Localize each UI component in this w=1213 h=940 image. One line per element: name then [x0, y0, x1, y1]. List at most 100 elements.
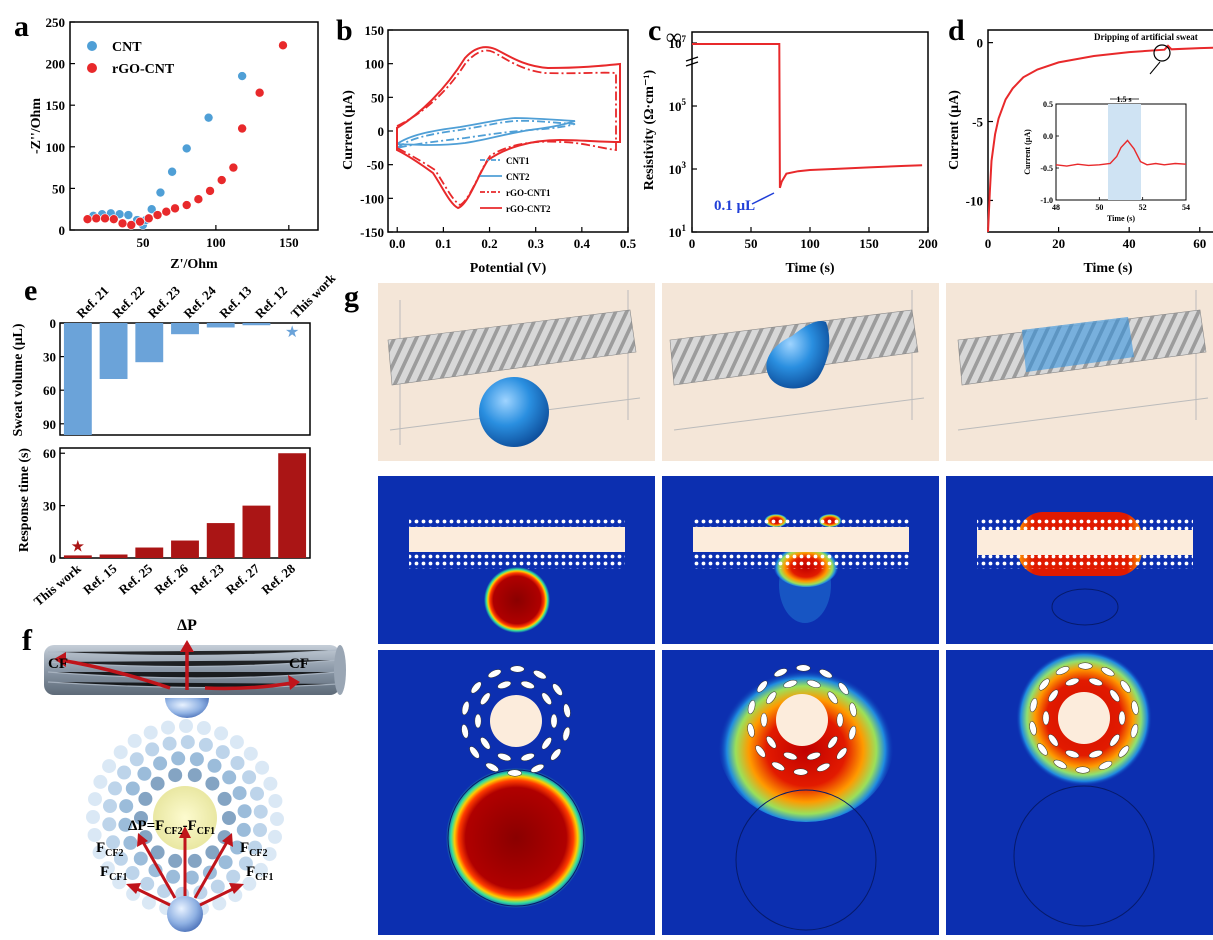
panel-b-ylabel: Current (µA)	[341, 90, 356, 170]
fiber-filament-dot	[162, 736, 177, 751]
y-tick-label: 100	[46, 140, 66, 155]
fiber-filament-ellipse	[1048, 689, 1059, 702]
bar-star-marker: ★	[71, 538, 85, 555]
fiber-filament-dot	[106, 835, 120, 850]
row-cross-step-2	[662, 650, 939, 935]
category-label: Ref. 27	[223, 560, 263, 597]
rgo-cnt-point	[82, 214, 93, 224]
force-label-cf2-right: FCF2	[240, 840, 268, 859]
x-tick-label: 0	[689, 236, 696, 251]
row-cross-step-1	[378, 650, 655, 935]
category-label: Ref. 24	[181, 283, 220, 322]
rgo-cnt-point	[126, 220, 137, 230]
fiber-filament-dot	[179, 719, 193, 733]
droplet-heat-cross	[446, 768, 586, 908]
legend-rgo-cnt-label: rGO-CNT	[112, 62, 175, 77]
fiber-filament-dot	[102, 817, 117, 832]
capillary-force-arrows	[54, 640, 300, 691]
panel-c-ylabel: Resistivity (Ω·cm⁻¹)	[642, 69, 657, 190]
droplet-cross-section	[167, 896, 203, 932]
rgo-cnt-point	[237, 123, 247, 134]
fiber-filament-ellipse	[806, 752, 821, 761]
fiber-filament-ellipse	[1055, 666, 1070, 675]
cnt-point	[167, 166, 177, 177]
x-tick-label: 0.5	[620, 236, 637, 251]
y-tick-label: 90	[43, 417, 56, 432]
fiber-filament-ellipse	[563, 703, 571, 718]
y-tick-label: 30	[43, 499, 56, 514]
sweat-volume-bar	[135, 323, 164, 363]
legend-cnt-label: CNT	[112, 40, 142, 55]
x-tick-label: 0.3	[528, 236, 545, 251]
droplet-on-fiber	[165, 698, 209, 718]
fiber-filament-ellipse	[806, 679, 821, 688]
category-label: Ref. 26	[151, 560, 191, 597]
y-tick-label: 150	[46, 98, 66, 113]
x-tick-label: 0.2	[481, 236, 497, 251]
fiber-filament-dot	[237, 804, 252, 819]
fiber-filament-ellipse	[469, 746, 480, 759]
fiber-filament-ellipse	[1118, 745, 1130, 758]
fiber-filament-dot	[150, 845, 165, 860]
fiber-filament-ellipse	[562, 726, 571, 741]
fiber-filament-dot	[86, 810, 100, 824]
fiber-filament-dot	[87, 828, 102, 842]
category-label: Ref. 21	[73, 283, 111, 321]
category-label: Ref. 28	[259, 560, 299, 597]
panel-g-label: g	[344, 280, 359, 313]
y-tick-label: 0	[378, 124, 385, 139]
panel-d-xlabel: Time (s)	[1083, 261, 1132, 276]
fiber-filament-dot	[215, 745, 230, 760]
fiber-core-cross	[1058, 692, 1110, 744]
fiber-filament-dot	[250, 786, 264, 801]
fiber-filament-ellipse	[550, 748, 562, 761]
fiber-filament-ellipse	[470, 681, 482, 694]
cv-cnt2-curve	[396, 117, 576, 146]
fiber-filament-dot	[118, 817, 133, 832]
panel-d-current-plot: d 0 20 40 60 0 -5 -10 Dripping of artificial s…	[947, 14, 1213, 276]
inset-x-tick-label: 50	[1095, 203, 1103, 212]
fiber-filament-ellipse	[507, 769, 522, 777]
fiber-filament-dot	[88, 792, 102, 807]
y-tick-label: 60	[43, 446, 56, 461]
y-tick-label: 0	[50, 551, 57, 566]
panel-e-label: e	[24, 274, 37, 307]
pressure-label: ΔP	[177, 617, 197, 634]
fiber-filament-ellipse	[520, 680, 535, 689]
fiber-filament-dot	[150, 776, 165, 791]
fiber-filament-ellipse	[755, 745, 766, 758]
fiber-filament-dot	[184, 870, 199, 885]
fiber-filament-ellipse	[747, 723, 755, 738]
panel-a-ylabel: -Z''/Ohm	[29, 98, 44, 154]
row-3d-step-1	[378, 283, 655, 461]
y-tick-label: 250	[46, 15, 66, 30]
fiber-filament-dot	[248, 840, 262, 855]
fiber-filament-ellipse	[771, 761, 785, 771]
category-label: Ref. 23	[145, 283, 184, 322]
fiber-filament-ellipse	[838, 682, 849, 695]
y-tick-label: 103	[669, 160, 687, 177]
panel-a-nyquist-plot: a 50 100 150 0 50 100 150 200 250 Z'/Ohm -Z''/Oh…	[14, 10, 319, 272]
right-cf-label: CF	[289, 656, 309, 672]
fiber-filament-ellipse	[541, 737, 552, 750]
fiber-filament-ellipse	[520, 753, 535, 762]
sweat-volume-bar	[242, 323, 271, 326]
rgo-cnt-point	[135, 216, 145, 227]
fiber-filament-ellipse	[497, 680, 512, 689]
fiber-filament-dot	[198, 737, 213, 752]
cnt-point	[237, 71, 247, 81]
x-tick-label: 20	[1052, 236, 1065, 251]
fiber-filament-ellipse	[1109, 734, 1120, 747]
panel-c-resistivity-plot: c ∞ 0 50 100 150 200 101 103 105 107 0.1 µL Time…	[642, 14, 938, 276]
fiber-filament-dot	[143, 725, 158, 740]
row-side-step-1	[378, 476, 655, 644]
rgo-cnt-point	[228, 162, 239, 173]
fiber-filament-ellipse	[766, 736, 777, 749]
row-3d-step-2	[662, 283, 939, 461]
fiber-filament-ellipse	[1038, 678, 1050, 691]
fiber-filament-ellipse	[1029, 698, 1038, 713]
fiber-filament-dot	[270, 812, 284, 826]
resistivity-curve	[692, 43, 923, 189]
x-tick-label: 200	[918, 236, 938, 251]
fiber-filament-ellipse	[836, 747, 848, 760]
